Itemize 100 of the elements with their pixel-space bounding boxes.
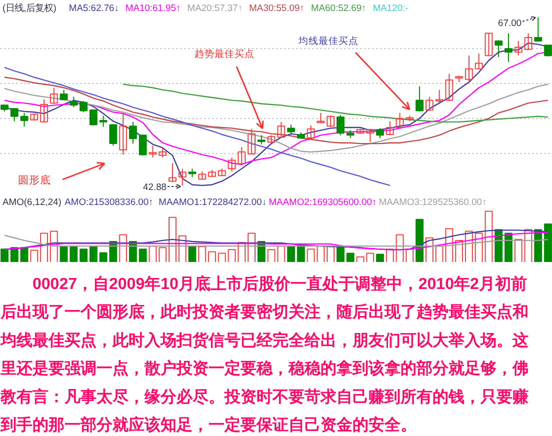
candlestick — [416, 86, 424, 112]
bar — [238, 242, 246, 262]
chart-title: (日线,后复权) — [2, 2, 56, 13]
bar — [198, 246, 206, 262]
bar — [208, 251, 216, 262]
bar — [464, 230, 473, 262]
candlestick — [80, 100, 88, 113]
bar — [248, 232, 256, 262]
candlestick — [386, 120, 394, 136]
bar — [484, 210, 493, 262]
candlestick — [336, 114, 344, 136]
candlestick — [366, 128, 374, 143]
candlestick — [474, 53, 483, 70]
text: MA20:57.37↑ — [187, 2, 243, 13]
bar — [474, 232, 483, 262]
bar — [416, 218, 424, 262]
bar — [316, 246, 325, 262]
candlestick — [544, 44, 552, 57]
bar — [168, 216, 176, 262]
bar — [356, 256, 364, 262]
bar — [60, 246, 68, 262]
candlestick — [178, 168, 186, 186]
bar — [376, 254, 384, 262]
candlestick — [504, 32, 512, 62]
bar — [50, 230, 58, 262]
text: AMO:215308336.00↑ — [64, 196, 154, 207]
candlestick — [376, 128, 384, 138]
candlestick — [228, 157, 236, 172]
legend-title: AMO(6,12,24) — [2, 196, 62, 207]
bar — [504, 232, 512, 262]
annotation: 42.88 — [143, 181, 167, 192]
bar — [326, 246, 335, 262]
bar — [10, 247, 18, 262]
bar — [80, 248, 88, 262]
bar — [514, 238, 522, 262]
bar — [524, 229, 532, 262]
candlestick — [306, 124, 315, 138]
bar — [425, 237, 434, 262]
candlestick — [494, 40, 503, 58]
bar — [336, 246, 344, 262]
candlestick — [158, 146, 167, 158]
annotation: 趋势最佳买点 — [194, 48, 254, 60]
candlestick — [148, 145, 157, 158]
candlestick — [168, 162, 176, 182]
bar — [366, 252, 374, 262]
bar — [40, 232, 48, 262]
text: MA60:52.69↑ — [310, 2, 366, 13]
candlestick — [316, 112, 325, 124]
candlestick — [524, 32, 532, 51]
annotation: 67.00 — [498, 17, 522, 28]
bar — [188, 246, 196, 262]
candlestick — [514, 40, 522, 56]
legend-label: MA120:- — [372, 2, 408, 13]
candlestick — [326, 115, 335, 128]
bar — [306, 248, 315, 262]
bar — [30, 250, 38, 262]
text: MAAMO1:172284272.00↓ — [158, 196, 267, 207]
candlestick — [70, 96, 78, 108]
bar — [386, 248, 394, 262]
candlestick — [60, 89, 68, 101]
text: MA5:62.76↓ — [68, 2, 119, 13]
bar — [396, 234, 404, 262]
text: MAAMO2:169305600.00↑ — [268, 196, 377, 207]
candlestick — [238, 146, 246, 165]
candlestick — [396, 112, 404, 129]
candlestick — [138, 134, 147, 156]
candlestick — [99, 115, 108, 128]
bar — [138, 248, 147, 262]
bar — [287, 246, 296, 262]
bar — [148, 246, 157, 262]
bar — [0, 248, 8, 262]
bar — [218, 252, 226, 262]
annotation: 均线最佳买点 — [298, 35, 358, 47]
bar — [544, 224, 552, 262]
candlestick — [484, 32, 493, 56]
bar — [178, 235, 186, 262]
candlestick — [89, 108, 98, 126]
bar — [119, 234, 128, 262]
candlestick — [464, 55, 473, 84]
candlestick — [109, 124, 118, 146]
bar — [70, 246, 78, 262]
candlestick — [257, 134, 266, 145]
candlestick — [287, 124, 296, 134]
text: MA30:55.09↑ — [249, 2, 304, 13]
bar — [228, 249, 236, 262]
text: MAAMO3:129525360.00↑ — [378, 196, 487, 207]
bar — [158, 247, 167, 262]
candlestick — [50, 87, 58, 104]
candlestick — [10, 107, 18, 122]
candlestick — [248, 128, 256, 155]
bar — [296, 246, 305, 262]
candlestick — [20, 112, 28, 128]
bar — [455, 240, 464, 262]
annotation: 圆形底 — [18, 174, 51, 186]
candlestick — [119, 114, 128, 156]
candlestick — [425, 96, 434, 112]
candlestick — [129, 121, 137, 144]
bar — [346, 252, 354, 262]
text: MA10:61.95↑ — [125, 2, 181, 13]
candlestick — [40, 99, 48, 124]
